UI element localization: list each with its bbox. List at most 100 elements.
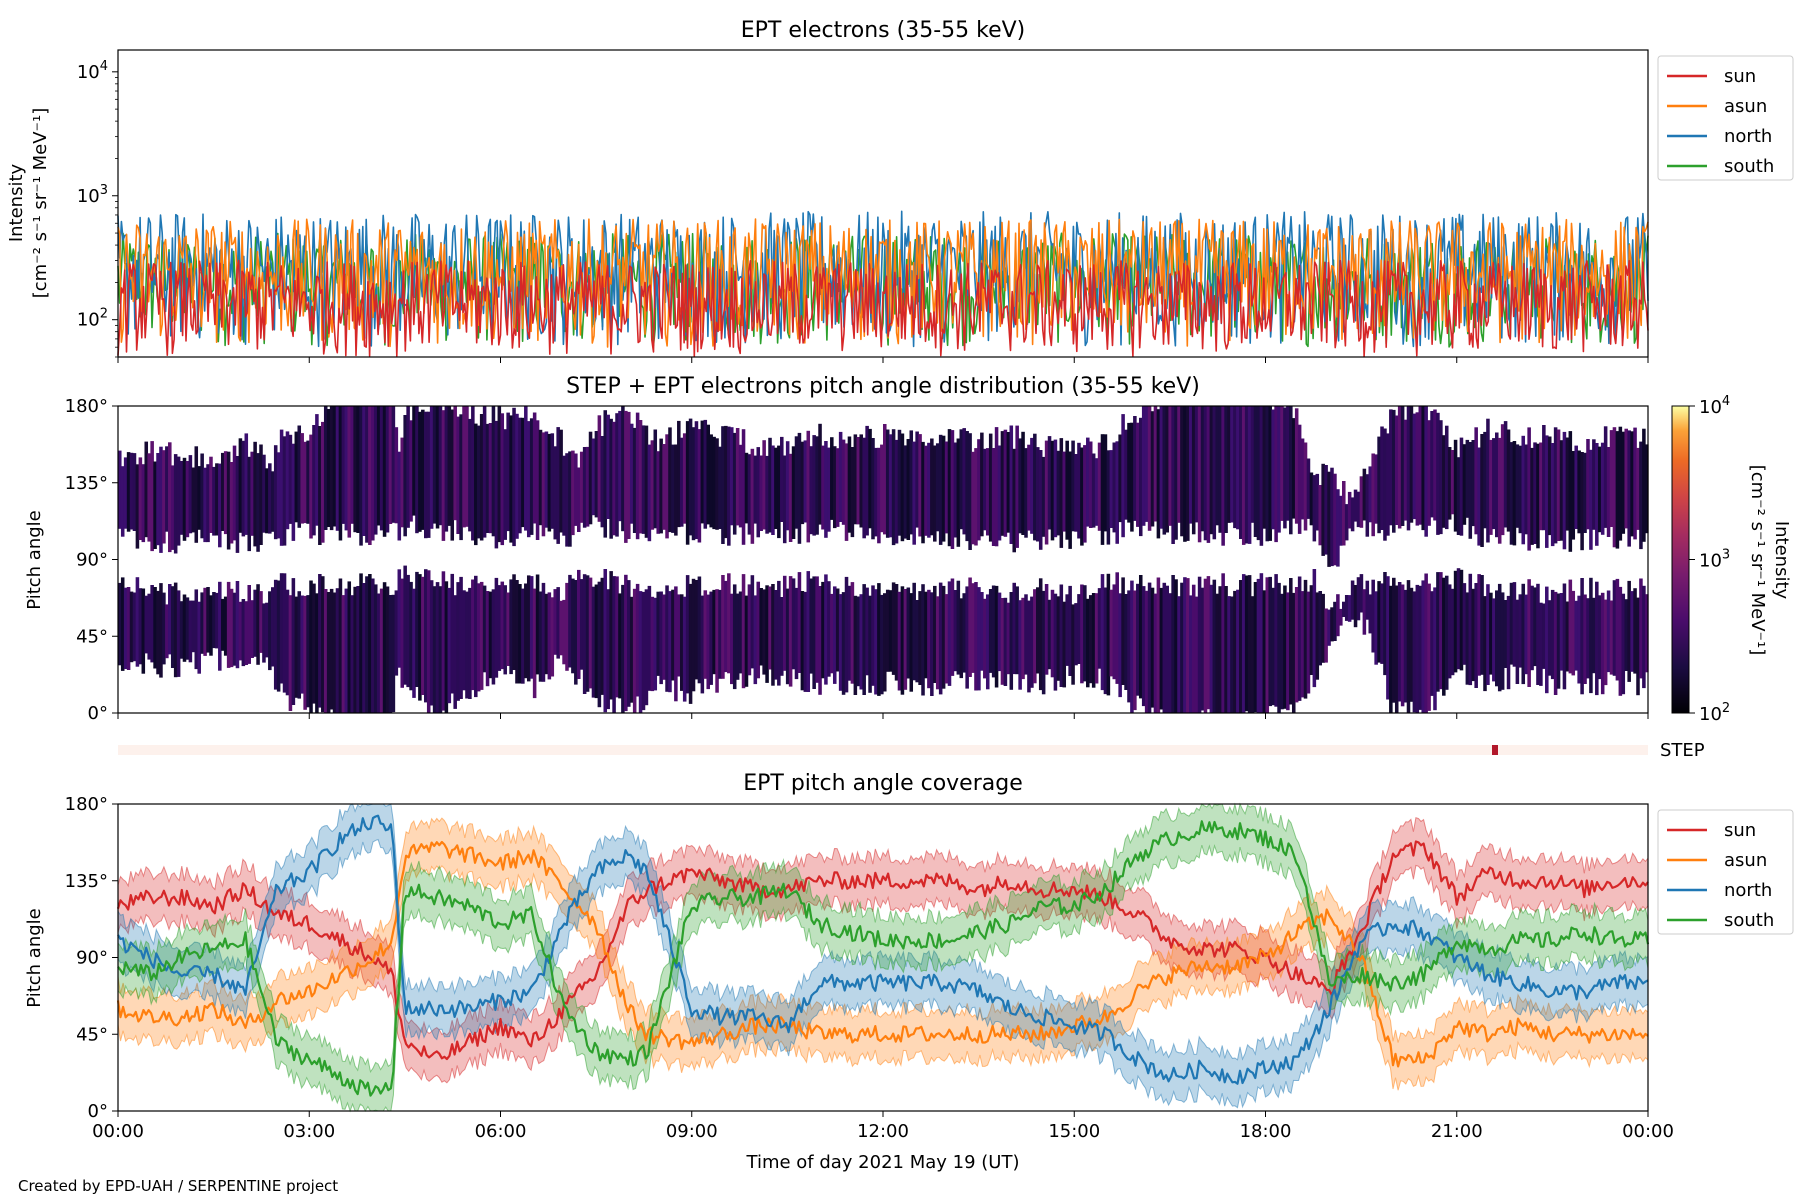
pad-y-tick-label: 180° (65, 396, 108, 417)
pad-heatmap-cell (956, 580, 961, 675)
pad-heatmap-cell (883, 424, 887, 535)
pad-heatmap-cell (1503, 421, 1508, 528)
pad-heatmap-cell (832, 586, 837, 684)
pad-heatmap-cell (1041, 456, 1046, 537)
pad-heatmap-cell (1071, 440, 1075, 532)
pad-heatmap-cell (1027, 444, 1031, 531)
pad-heatmap-cell (168, 442, 172, 553)
pad-heatmap-cell (815, 436, 819, 535)
pad-heatmap-cell (291, 443, 296, 541)
pad-heatmap-cell (1642, 585, 1646, 689)
pad-heatmap-cell (318, 426, 322, 545)
pad-heatmap-cell (1527, 427, 1531, 551)
intensity-y-tick-label: 103 (77, 183, 108, 207)
pad-heatmap-cell (494, 577, 499, 678)
pad-heatmap-cell (883, 593, 887, 692)
pad-heatmap-cell (771, 445, 775, 535)
pad-heatmap-cell (1080, 447, 1084, 546)
pad-heatmap-cell (303, 441, 307, 524)
pad-heatmap-cell (1603, 599, 1608, 686)
pad-heatmap-cell (1589, 577, 1593, 694)
pad-heatmap-cell (647, 585, 652, 691)
pad-heatmap-cell (259, 591, 263, 653)
pad-heatmap-cell (300, 595, 304, 694)
pad-heatmap-cell (232, 445, 237, 541)
pad-heatmap-cell (1224, 406, 1228, 533)
intensity-x-ticks (117, 357, 1649, 363)
pad-heatmap-cell (806, 430, 811, 543)
coverage-x-tick-label: 00:00 (1622, 1121, 1674, 1142)
pad-heatmap-cell (659, 591, 663, 685)
pad-heatmap-cell (674, 444, 678, 536)
pad-heatmap-cell (1244, 575, 1249, 712)
pad-heatmap-cell (526, 421, 531, 538)
pad-heatmap-cell (821, 445, 825, 530)
pad-heatmap-cell (1377, 436, 1381, 534)
pad-heatmap-cell (744, 595, 749, 687)
pad-heatmap-cell (197, 466, 201, 530)
pad-heatmap-cell (933, 445, 937, 542)
pad-heatmap-cell (985, 448, 990, 536)
pad-heatmap-cell (188, 455, 193, 534)
pad-heatmap-cell (1553, 591, 1558, 695)
pad-heatmap-cell (1550, 443, 1555, 547)
pad-heatmap-cell (418, 574, 422, 701)
pad-heatmap-cell (159, 446, 163, 553)
pad-heatmap-cell (1100, 574, 1105, 691)
pad-heatmap-cell (1539, 602, 1543, 686)
pad-heatmap-cell (315, 414, 319, 526)
pad-heatmap-cell (968, 433, 972, 550)
pad-heatmap-cell (618, 593, 622, 699)
pad-heatmap-cell (1645, 444, 1649, 534)
pad-heatmap-cell (1006, 432, 1011, 533)
pad-heatmap-cell (218, 581, 222, 671)
pad-heatmap-cell (300, 433, 304, 524)
pad-heatmap-cell (382, 582, 387, 713)
pad-heatmap-cell (1103, 434, 1108, 532)
pad-heatmap-cell (1568, 579, 1573, 674)
pad-heatmap-cell (379, 406, 384, 531)
pad-heatmap-cell (1127, 590, 1131, 703)
pad-heatmap-cell (577, 569, 581, 679)
pad-heatmap-cell (1250, 596, 1255, 713)
pad-heatmap-cell (824, 574, 828, 685)
coverage-panel-title: EPT pitch angle coverage (743, 771, 1023, 796)
coverage-line-south (117, 820, 1650, 1097)
pad-heatmap-cell (815, 576, 819, 683)
pad-heatmap-cell (1027, 600, 1031, 693)
pad-heatmap-cell (1012, 582, 1016, 675)
pad-heatmap-cell (1621, 431, 1626, 534)
pad-heatmap-cell (947, 429, 952, 547)
pad-heatmap-cell (682, 596, 687, 702)
pad-heatmap-cell (1465, 439, 1470, 518)
pad-heatmap-cell (1442, 435, 1446, 528)
pad-heatmap-cell (503, 585, 507, 675)
pad-heatmap-cell (382, 406, 387, 537)
pad-heatmap-cell (550, 433, 555, 529)
pad-heatmap-cell (170, 465, 175, 550)
pad-heatmap-cell (538, 591, 543, 682)
intensity-y-tick-label: 104 (77, 59, 108, 83)
pad-heatmap-cell (162, 450, 166, 544)
pad-heatmap-cell (959, 429, 964, 530)
pad-heatmap-cell (1624, 428, 1628, 529)
pad-heatmap-cell (1262, 590, 1267, 713)
pad-heatmap-cell (444, 581, 449, 713)
pad-heatmap-cell (138, 457, 143, 540)
pad-heatmap-cell (288, 434, 293, 524)
pad-heatmap-cell (1589, 449, 1593, 550)
pad-heatmap-cell (974, 582, 978, 691)
pad-heatmap-cell (1224, 586, 1228, 713)
pad-heatmap-cell (341, 595, 346, 713)
pad-heatmap-cell (138, 588, 143, 665)
pad-heatmap (118, 406, 1649, 713)
pad-heatmap-cell (226, 581, 231, 668)
pad-heatmap-cell (1515, 599, 1520, 684)
pad-heatmap-cell (385, 586, 390, 713)
pad-heatmap-cell (297, 425, 302, 528)
pad-heatmap-cell (1350, 580, 1355, 620)
pad-heatmap-cell (1530, 585, 1534, 671)
pad-heatmap-cell (1280, 406, 1284, 521)
pad-heatmap-cell (1509, 582, 1514, 665)
pad-heatmap-cell (429, 580, 434, 706)
